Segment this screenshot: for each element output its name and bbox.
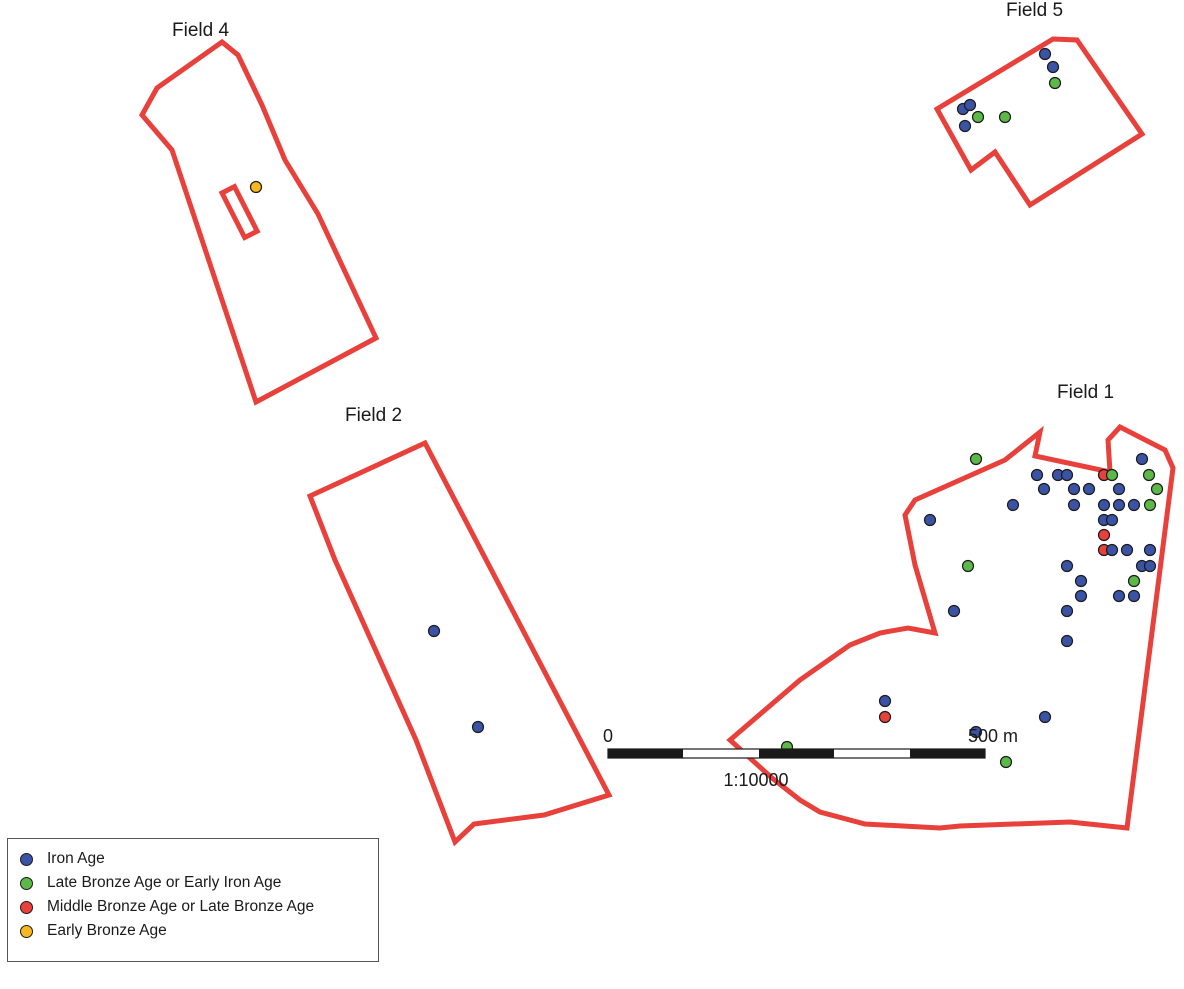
iron-age-find-marker: [1082, 482, 1096, 496]
legend-label: Early Bronze Age: [47, 922, 167, 939]
field-4-outline: [138, 38, 380, 406]
legend-item-iron-age: Iron Age: [20, 847, 378, 871]
iron-age-find-marker: [1127, 589, 1141, 603]
legend-item-middle-late-bronze: Middle Bronze Age or Late Bronze Age: [20, 895, 378, 919]
iron-age-find-marker: [1074, 589, 1088, 603]
scale-bar-segment-1: [608, 749, 683, 758]
field-5-label: Field 5: [1006, 0, 1063, 21]
scale-bar-segment-5: [910, 749, 985, 758]
late-bronze-early-iron-find-marker: [999, 755, 1013, 769]
late-bronze-early-iron-dot-icon: [20, 876, 33, 890]
iron-age-find-marker: [1143, 543, 1157, 557]
scale-bar-end-label: 500 m: [968, 726, 1018, 746]
legend-label: Late Bronze Age or Early Iron Age: [47, 874, 282, 891]
iron-age-find-marker: [1038, 710, 1052, 724]
iron-age-find-marker: [1105, 543, 1119, 557]
late-bronze-early-iron-find-marker: [1143, 498, 1157, 512]
iron-age-find-marker: [1135, 452, 1149, 466]
middle-late-bronze-find-marker: [878, 710, 892, 724]
field-1-label: Field 1: [1057, 382, 1114, 403]
field-1-outline: [726, 423, 1176, 831]
legend-label: Middle Bronze Age or Late Bronze Age: [47, 898, 315, 915]
late-bronze-early-iron-find-marker: [1150, 482, 1164, 496]
iron-age-find-marker: [958, 119, 972, 133]
scale-ratio-label: 1:10000: [723, 770, 788, 790]
late-bronze-early-iron-find-marker: [1048, 76, 1062, 90]
iron-age-find-marker: [1097, 498, 1111, 512]
iron-age-find-marker: [1060, 468, 1074, 482]
iron-age-find-marker: [1112, 589, 1126, 603]
iron-age-find-marker: [1046, 60, 1060, 74]
iron-age-find-marker: [1120, 543, 1134, 557]
early-bronze-find-marker: [249, 180, 263, 194]
iron-age-find-marker: [923, 513, 937, 527]
late-bronze-early-iron-find-marker: [961, 559, 975, 573]
iron-age-dot-icon: [20, 852, 33, 866]
iron-age-find-marker: [427, 624, 441, 638]
iron-age-find-marker: [963, 98, 977, 112]
iron-age-find-marker: [1030, 468, 1044, 482]
iron-age-find-marker: [1060, 604, 1074, 618]
legend-label: Iron Age: [47, 850, 105, 867]
middle-late-bronze-dot-icon: [20, 900, 33, 914]
iron-age-find-marker: [1067, 482, 1081, 496]
iron-age-find-marker: [878, 694, 892, 708]
iron-age-find-marker: [1112, 498, 1126, 512]
iron-age-find-marker: [1006, 498, 1020, 512]
legend-item-early-bronze: Early Bronze Age: [20, 919, 378, 943]
legend-item-late-bronze-early-iron: Late Bronze Age or Early Iron Age: [20, 871, 378, 895]
late-bronze-early-iron-find-marker: [969, 452, 983, 466]
iron-age-find-marker: [1127, 498, 1141, 512]
iron-age-find-marker: [1143, 559, 1157, 573]
scale-bar: 0 500 m 1:10000: [603, 726, 1018, 790]
field-4-label: Field 4: [172, 20, 229, 41]
legend: Iron Age Late Bronze Age or Early Iron A…: [7, 838, 379, 962]
iron-age-find-marker: [1067, 498, 1081, 512]
field-4-inner-enclosure: [218, 183, 261, 241]
field-5-outline: [933, 36, 1146, 209]
late-bronze-early-iron-find-marker: [1127, 574, 1141, 588]
iron-age-find-marker: [1037, 482, 1051, 496]
iron-age-find-marker: [969, 725, 983, 739]
middle-late-bronze-find-marker: [1097, 528, 1111, 542]
iron-age-find-marker: [1060, 634, 1074, 648]
field-2-label: Field 2: [345, 405, 402, 426]
iron-age-find-marker: [1060, 559, 1074, 573]
late-bronze-early-iron-find-marker: [971, 110, 985, 124]
iron-age-find-marker: [1105, 513, 1119, 527]
iron-age-find-marker: [947, 604, 961, 618]
scale-bar-segment-3: [759, 749, 834, 758]
late-bronze-early-iron-find-marker: [998, 110, 1012, 124]
early-bronze-dot-icon: [20, 924, 33, 938]
late-bronze-early-iron-find-marker: [1105, 468, 1119, 482]
find-markers: [249, 47, 1164, 769]
late-bronze-early-iron-find-marker: [1142, 468, 1156, 482]
field-2-outline: [306, 439, 613, 847]
scale-bar-start-label: 0: [603, 726, 613, 746]
iron-age-find-marker: [471, 720, 485, 734]
iron-age-find-marker: [1038, 47, 1052, 61]
iron-age-find-marker: [1074, 574, 1088, 588]
iron-age-find-marker: [1112, 482, 1126, 496]
